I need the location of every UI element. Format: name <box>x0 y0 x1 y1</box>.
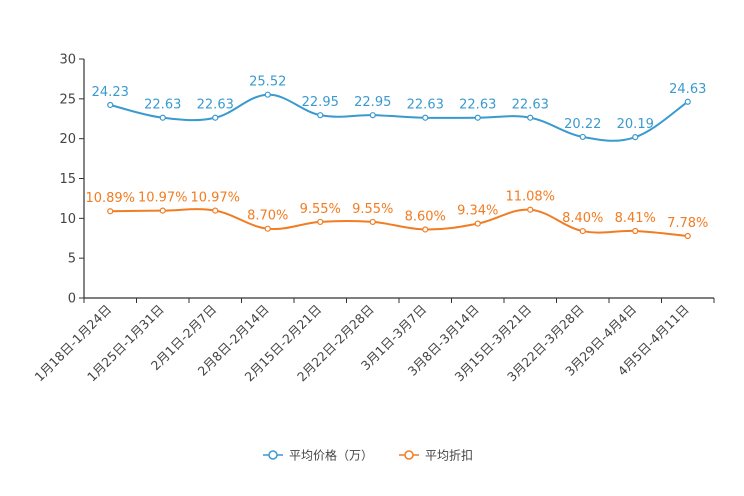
data-label: 7.78% <box>667 216 708 231</box>
data-label: 10.89% <box>85 191 135 206</box>
data-label: 24.23 <box>92 85 129 100</box>
legend-marker <box>404 450 414 460</box>
data-label: 8.60% <box>405 209 446 224</box>
legend-label: 平均价格（万） <box>289 448 373 463</box>
y-tick-label: 25 <box>59 92 76 107</box>
series-layer: 24.23 22.63 22.63 25.52 22.95 22.95 22.63 22.63… <box>85 75 708 240</box>
data-label: 22.63 <box>197 98 234 113</box>
data-point <box>684 232 691 240</box>
data-point <box>317 218 324 226</box>
data-label: 22.95 <box>302 95 339 110</box>
data-point <box>317 112 324 119</box>
series-1: 24.23 22.63 22.63 25.52 22.95 22.95 22.63 22.63… <box>92 75 706 142</box>
data-point <box>422 226 429 233</box>
data-point <box>159 114 166 121</box>
legend-marker <box>268 450 278 460</box>
data-point <box>474 220 481 227</box>
data-point <box>632 227 639 235</box>
y-tick-label: 30 <box>59 53 76 68</box>
data-label: 22.63 <box>407 98 444 113</box>
legend-item-2: 平均折扣 <box>399 448 473 463</box>
data-label: 25.52 <box>249 75 286 90</box>
y-tick-label: 15 <box>59 172 76 187</box>
data-label: 22.95 <box>354 95 391 110</box>
data-point <box>632 134 639 141</box>
data-label: 22.63 <box>459 98 496 113</box>
data-point <box>264 91 271 98</box>
data-point <box>264 225 271 232</box>
data-point <box>212 114 219 121</box>
series-2: 10.89% 10.97% 10.97%8.70% 9.55% 9.55%8.60% 9.… <box>85 190 708 240</box>
data-point <box>579 227 586 235</box>
data-point <box>684 98 691 105</box>
data-label: 20.19 <box>617 117 654 132</box>
legend-label: 平均折扣 <box>425 448 473 463</box>
data-label: 8.40% <box>562 211 603 226</box>
data-label: 11.08% <box>505 190 555 205</box>
data-label: 22.63 <box>144 98 181 113</box>
data-point <box>474 114 481 121</box>
data-point <box>579 133 586 141</box>
data-label: 20.22 <box>564 117 601 132</box>
data-point <box>422 114 429 121</box>
data-point <box>527 206 534 213</box>
data-label: 8.70% <box>247 209 288 224</box>
series-line <box>110 208 688 238</box>
y-tick-label: 10 <box>59 212 76 227</box>
y-tick-label: 5 <box>68 252 76 267</box>
legend-item-1: 平均价格（万） <box>263 448 373 463</box>
data-point <box>107 208 114 215</box>
data-point <box>369 112 376 119</box>
series-line <box>110 93 689 142</box>
data-label: 9.34% <box>457 204 498 219</box>
data-point <box>107 101 114 109</box>
legend: 平均价格（万） 平均折扣 <box>263 448 473 463</box>
data-label: 24.63 <box>669 82 706 97</box>
y-tick-label: 20 <box>59 132 76 147</box>
data-label: 22.63 <box>512 98 549 113</box>
data-label: 9.55% <box>352 202 393 217</box>
data-point <box>527 114 534 121</box>
data-point <box>369 218 376 226</box>
data-label: 10.97% <box>138 191 188 206</box>
data-point <box>212 207 219 214</box>
data-label: 9.55% <box>300 202 341 217</box>
data-label: 8.41% <box>615 211 656 226</box>
data-point <box>159 207 166 214</box>
y-tick-label: 0 <box>68 292 76 307</box>
data-label: 10.97% <box>190 191 240 206</box>
